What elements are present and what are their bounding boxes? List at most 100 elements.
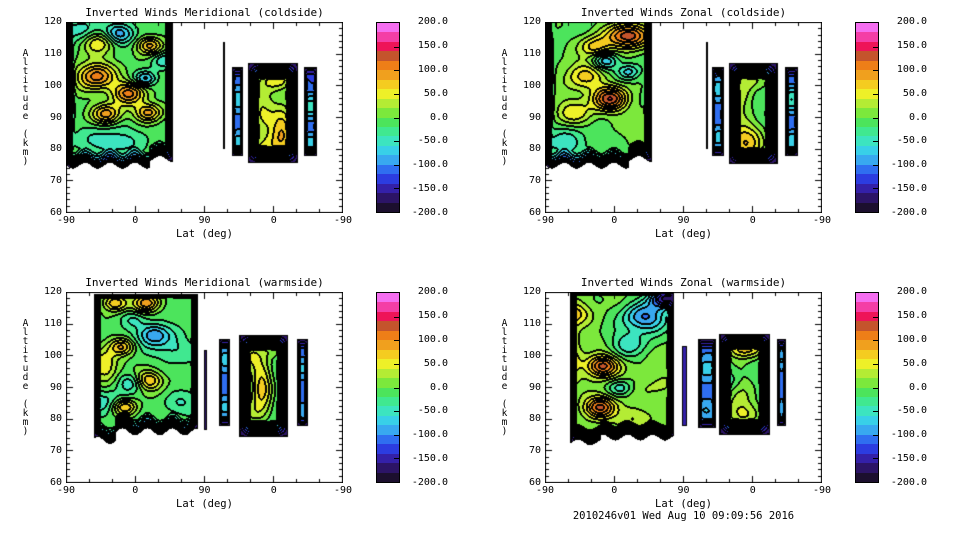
- y-tick-label: 110: [43, 47, 62, 59]
- panel-zonal-warmside: Inverted Winds Zonal (warmside) Altitude…: [499, 276, 927, 510]
- panel-meridional-coldside: Inverted Winds Meridional (coldside) Alt…: [20, 6, 448, 240]
- y-tick-label: 120: [522, 286, 541, 297]
- colorbar-band: [377, 378, 399, 388]
- colorbar-tick-label: -200.0: [890, 207, 927, 218]
- colorbar-band: [377, 60, 399, 71]
- y-tick-label: 80: [528, 143, 541, 155]
- colorbar-band: [377, 415, 399, 426]
- colorbar-band: [856, 183, 878, 194]
- x-tick-label: -90: [333, 215, 353, 226]
- colorbar-band: [856, 387, 878, 397]
- x-tick-label: 0: [611, 485, 618, 496]
- plot-title: Inverted Winds Meridional (warmside): [85, 276, 324, 289]
- x-tick-label: 0: [611, 215, 618, 226]
- colorbar-band: [377, 174, 399, 184]
- colorbar-tick-mark: [394, 387, 399, 389]
- y-tick-label: 100: [43, 79, 62, 91]
- colorbar-tick-mark: [873, 141, 878, 143]
- y-tick-label: 120: [43, 286, 62, 297]
- y-tick-label: 60: [49, 207, 62, 218]
- y-tick-label: 80: [528, 413, 541, 425]
- colorbar-band: [856, 174, 878, 184]
- colorbar-tick-label: 50.0: [423, 87, 448, 99]
- colorbar-tick-label: 50.0: [423, 357, 448, 369]
- y-tick-label: 60: [528, 207, 541, 218]
- y-tick-labels: 120 110 100 90 80 70 60: [517, 16, 541, 218]
- colorbar-band: [856, 193, 878, 203]
- colorbar-labels: 200.0 150.0 100.0 50.0 0.0 -50.0 -100.0 -150.0 -…: [402, 286, 448, 488]
- colorbar-tick-label: -200.0: [890, 477, 927, 488]
- colorbar-tick-label: 0.0: [908, 381, 927, 393]
- colorbar-band: [377, 368, 399, 379]
- colorbar-tick-mark: [873, 458, 878, 460]
- colorbar-band: [856, 155, 878, 165]
- colorbar-band: [856, 378, 878, 388]
- y-tick-label: 70: [528, 175, 541, 187]
- x-tick-label: -90: [333, 485, 353, 496]
- colorbar-tick-mark: [873, 164, 878, 166]
- plot-title: Inverted Winds Zonal (warmside): [580, 276, 787, 289]
- colorbar-tick-mark: [873, 188, 878, 190]
- contour-plot: [545, 22, 822, 213]
- colorbar-band: [377, 293, 399, 303]
- colorbar-tick-mark: [873, 117, 878, 119]
- colorbar-tick-mark: [394, 141, 399, 143]
- y-tick-label: 100: [43, 349, 62, 361]
- colorbar-tick-mark: [394, 188, 399, 190]
- colorbar-tick-label: -200.0: [411, 477, 448, 488]
- colorbar-tick-label: 50.0: [902, 87, 927, 99]
- colorbar-tick-label: -150.0: [890, 453, 927, 465]
- colorbar: [855, 22, 879, 213]
- x-tick-label: 0: [132, 485, 139, 496]
- colorbar-tick-mark: [394, 340, 399, 342]
- colorbar-band: [377, 23, 399, 33]
- y-tick-label: 90: [49, 111, 62, 123]
- colorbar-tick-label: 200.0: [896, 286, 927, 297]
- colorbar-band: [856, 98, 878, 109]
- colorbar-tick-label: 0.0: [429, 381, 448, 393]
- colorbar-tick-mark: [873, 316, 878, 318]
- colorbar-labels: 200.0 150.0 100.0 50.0 0.0 -50.0 -100.0 -150.0 -…: [402, 16, 448, 218]
- colorbar-tick-label: 50.0: [902, 357, 927, 369]
- colorbar-band: [377, 472, 399, 483]
- colorbar: [376, 22, 400, 213]
- colorbar-band: [856, 145, 878, 156]
- colorbar-band: [377, 32, 399, 42]
- colorbar-band: [856, 51, 878, 61]
- colorbar-band: [856, 434, 878, 445]
- colorbar-band: [377, 406, 399, 416]
- colorbar-tick-mark: [873, 46, 878, 48]
- colorbar-band: [377, 164, 399, 175]
- colorbar-band: [856, 330, 878, 341]
- y-tick-label: 120: [43, 16, 62, 27]
- colorbar-tick-mark: [873, 363, 878, 365]
- x-tick-label: -90: [535, 215, 555, 226]
- colorbar-tick-label: -150.0: [411, 183, 448, 195]
- colorbar-tick-mark: [394, 411, 399, 413]
- colorbar-tick-mark: [873, 70, 878, 72]
- x-tick-label: 0: [749, 215, 756, 226]
- colorbar-band: [377, 98, 399, 109]
- y-tick-label: 90: [49, 381, 62, 393]
- colorbar-tick-label: -200.0: [411, 207, 448, 218]
- y-tick-label: 70: [528, 445, 541, 457]
- colorbar-band: [377, 41, 399, 52]
- x-tick-label: 0: [270, 215, 277, 226]
- y-tick-label: 110: [43, 317, 62, 329]
- colorbar-band: [856, 126, 878, 137]
- colorbar-tick-label: -50.0: [417, 405, 448, 417]
- x-tick-label: -90: [812, 485, 832, 496]
- colorbar-band: [377, 89, 399, 99]
- colorbar-band: [856, 415, 878, 426]
- y-tick-label: 120: [522, 16, 541, 27]
- colorbar-band: [377, 330, 399, 341]
- colorbar-band: [856, 79, 878, 90]
- x-tick-label: -90: [812, 215, 832, 226]
- panel-meridional-warmside: Inverted Winds Meridional (warmside) Alt…: [20, 276, 448, 510]
- colorbar-tick-label: -50.0: [896, 135, 927, 147]
- y-tick-label: 70: [49, 445, 62, 457]
- colorbar-band: [856, 340, 878, 350]
- colorbar-tick-mark: [394, 70, 399, 72]
- colorbar-band: [377, 79, 399, 90]
